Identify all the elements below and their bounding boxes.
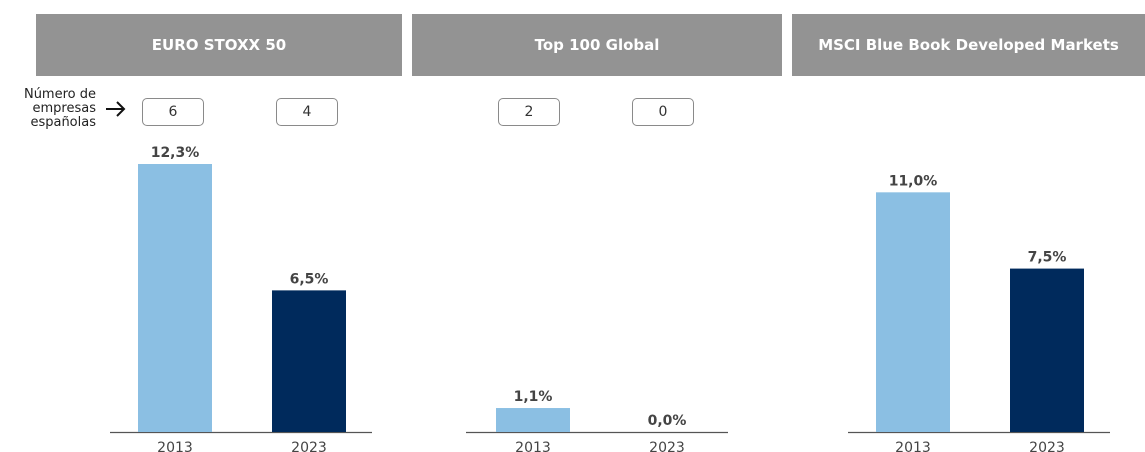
count-box-eurostoxx-2023: 4 [276, 98, 338, 126]
tick-label-eurostoxx-2013: 2013 [157, 440, 193, 452]
arrow-right-icon [106, 101, 126, 117]
value-label-eurostoxx-2013: 12,3% [151, 145, 200, 161]
tick-label-eurostoxx-2023: 2023 [291, 440, 327, 452]
count-box-top100-2013: 2 [498, 98, 560, 126]
bar-eurostoxx-2023 [272, 290, 346, 432]
value-label-msci-2023: 7,5% [1028, 250, 1067, 266]
tick-label-msci-2013: 2013 [895, 440, 931, 452]
side-label-line-1: Número de [23, 87, 96, 102]
count-box-eurostoxx-2013: 6 [142, 98, 204, 126]
value-label-eurostoxx-2023: 6,5% [290, 271, 329, 287]
spanish-companies-label: Número de empresas españolas [0, 88, 96, 130]
bar-msci-2023 [1010, 268, 1084, 432]
panel-header-msci: MSCI Blue Book Developed Markets [792, 14, 1145, 76]
count-box-top100-2023: 0 [632, 98, 694, 126]
value-label-top100-2013: 1,1% [514, 389, 553, 405]
panel-header-euro-stoxx: EURO STOXX 50 [36, 14, 402, 76]
value-label-top100-2023: 0,0% [648, 413, 687, 429]
side-label-line-3: españolas [30, 115, 96, 130]
tick-label-msci-2023: 2023 [1029, 440, 1065, 452]
side-label-line-2: empresas [32, 101, 96, 116]
bar-msci-2013 [876, 192, 950, 432]
bar-top100-2013 [496, 408, 570, 432]
bar-eurostoxx-2013 [138, 164, 212, 432]
value-label-msci-2013: 11,0% [889, 173, 938, 189]
panel-header-top100: Top 100 Global [412, 14, 782, 76]
tick-label-top100-2013: 2013 [515, 440, 551, 452]
tick-label-top100-2023: 2023 [649, 440, 685, 452]
